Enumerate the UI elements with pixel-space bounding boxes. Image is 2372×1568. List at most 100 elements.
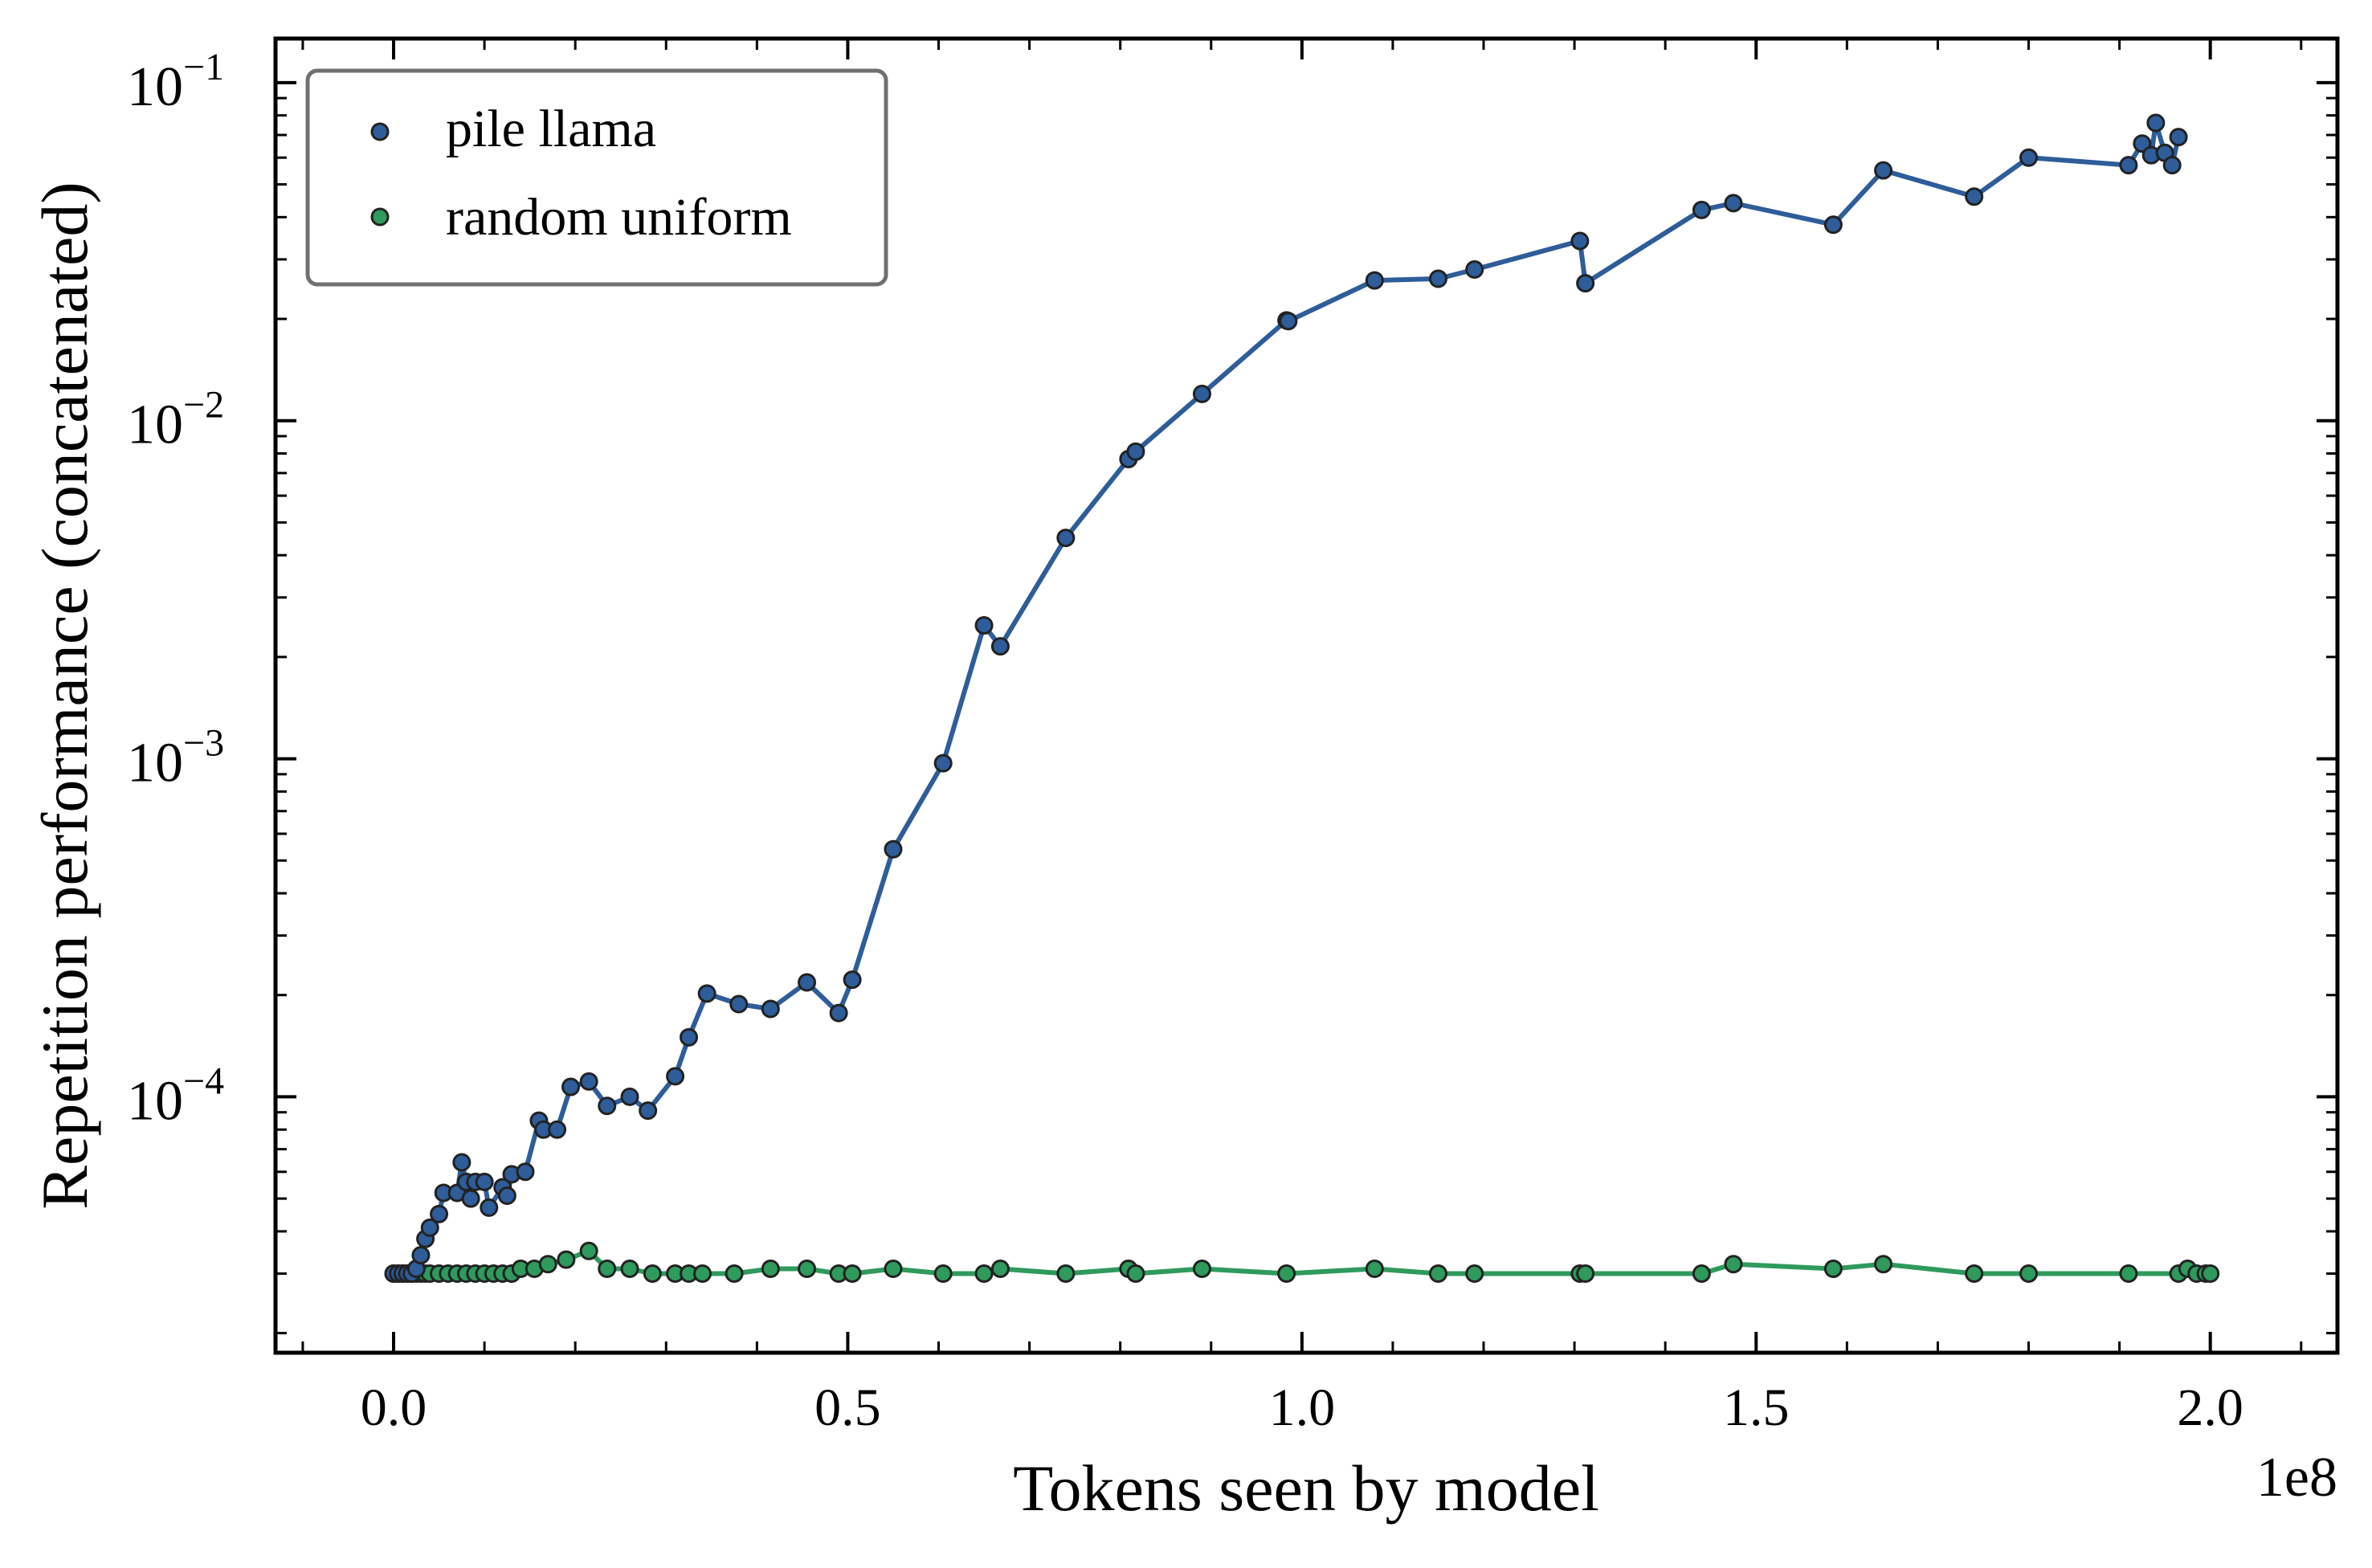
data-point-random-uniform: [990, 1259, 1010, 1278]
data-point-random-uniform: [620, 1259, 639, 1278]
data-point-random-uniform: [598, 1259, 617, 1278]
plot-frame: [273, 36, 2340, 1355]
data-point-pile-llama: [1692, 200, 1711, 219]
data-point-random-uniform: [557, 1250, 576, 1269]
data-point-pile-llama: [2169, 128, 2188, 147]
data-point-random-uniform: [2119, 1264, 2138, 1283]
data-point-random-uniform: [2019, 1264, 2039, 1283]
data-point-pile-llama: [1192, 384, 1211, 403]
y-tick-label-base: 10: [127, 733, 183, 794]
y-tick-label-exponent: −4: [183, 1060, 224, 1102]
data-point-random-uniform: [1465, 1264, 1484, 1283]
data-point-pile-llama: [598, 1096, 617, 1116]
legend: pile llama random uniform: [305, 68, 888, 287]
legend-marker-random-uniform: [370, 207, 390, 227]
y-tick-label-base: 10: [127, 56, 183, 118]
data-point-pile-llama: [2119, 156, 2138, 175]
data-point-random-uniform: [1365, 1259, 1384, 1278]
data-point-random-uniform: [1576, 1264, 1595, 1283]
y-tick-label-exponent: −1: [183, 46, 224, 88]
data-point-pile-llama: [2146, 113, 2166, 133]
data-point-random-uniform: [1965, 1264, 1984, 1283]
x-tick-label: 0.0: [361, 1378, 427, 1437]
data-point-pile-llama: [1965, 187, 1984, 206]
y-tick-label: 10−2: [127, 384, 224, 456]
data-point-pile-llama: [933, 753, 953, 773]
data-point-pile-llama: [990, 637, 1010, 656]
data-point-random-uniform: [1277, 1264, 1296, 1283]
data-point-pile-llama: [1874, 161, 1893, 180]
data-point-pile-llama: [2019, 148, 2039, 167]
data-point-pile-llama: [561, 1077, 581, 1096]
data-point-random-uniform: [843, 1264, 862, 1283]
data-point-pile-llama: [461, 1189, 480, 1208]
x-tick-label: 0.5: [814, 1378, 881, 1437]
data-point-random-uniform: [538, 1255, 557, 1274]
data-point-pile-llama: [798, 973, 817, 992]
data-point-pile-llama: [452, 1153, 472, 1172]
data-point-pile-llama: [761, 999, 780, 1019]
data-point-pile-llama: [1126, 442, 1145, 461]
y-tick-label-exponent: −3: [183, 722, 224, 765]
axis-ticks: 0.0 0.5 1.0 1.5 2.010−110−210−310−4: [127, 39, 2337, 1437]
data-point-random-uniform: [2201, 1264, 2220, 1283]
data-point-pile-llama: [1570, 231, 1590, 251]
data-point-random-uniform: [692, 1264, 712, 1283]
legend-label-random-uniform: random uniform: [446, 188, 792, 247]
data-point-pile-llama: [680, 1027, 699, 1047]
legend-label-pile-llama: pile llama: [446, 100, 656, 158]
x-tick-label: 1.5: [1723, 1378, 1790, 1437]
data-point-random-uniform: [933, 1264, 953, 1283]
series-line-pile-llama: [394, 120, 2182, 1276]
data-point-random-uniform: [884, 1259, 903, 1278]
data-point-pile-llama: [974, 616, 994, 635]
data-point-random-uniform: [1823, 1259, 1843, 1278]
y-tick-label-exponent: −2: [183, 384, 224, 427]
data-point-random-uniform: [1724, 1255, 1743, 1274]
data-point-pile-llama: [497, 1186, 516, 1205]
legend-box: [305, 68, 888, 287]
data-point-random-uniform: [1192, 1259, 1211, 1278]
data-point-pile-llama: [2162, 156, 2182, 175]
data-point-pile-llama: [548, 1120, 567, 1139]
data-point-random-uniform: [1126, 1264, 1145, 1283]
data-point-pile-llama: [420, 1218, 439, 1237]
data-point-pile-llama: [884, 839, 903, 859]
data-point-pile-llama: [1576, 274, 1595, 293]
x-axis-label: Tokens seen by model: [1013, 1452, 1599, 1525]
data-point-pile-llama: [1056, 529, 1076, 548]
data-point-pile-llama: [411, 1246, 431, 1265]
data-point-pile-llama: [475, 1172, 494, 1191]
data-point-pile-llama: [729, 994, 749, 1014]
data-point-pile-llama: [843, 970, 862, 990]
data-point-random-uniform: [761, 1259, 780, 1278]
data-point-pile-llama: [1823, 215, 1843, 235]
data-point-random-uniform: [1692, 1264, 1711, 1283]
legend-marker-pile-llama: [370, 122, 390, 141]
y-tick-label-base: 10: [127, 1070, 183, 1132]
data-point-pile-llama: [829, 1003, 848, 1023]
data-point-random-uniform: [725, 1264, 744, 1283]
data-point-random-uniform: [798, 1259, 817, 1278]
data-point-pile-llama: [579, 1072, 598, 1091]
plot-series: [384, 113, 2220, 1283]
y-axis-label: Repetition performance (concatenated): [28, 182, 101, 1209]
series-line-random-uniform: [394, 1248, 2211, 1276]
data-point-pile-llama: [1428, 269, 1447, 288]
data-point-random-uniform: [1056, 1264, 1076, 1283]
data-point-pile-llama: [1365, 271, 1384, 290]
x-axis-offset-label: 1e8: [2256, 1447, 2337, 1509]
data-point-random-uniform: [974, 1264, 994, 1283]
data-point-pile-llama: [480, 1198, 499, 1217]
x-tick-label: 1.0: [1269, 1378, 1336, 1437]
data-point-pile-llama: [1724, 194, 1743, 213]
data-point-random-uniform: [1428, 1264, 1447, 1283]
data-point-pile-llama: [1279, 312, 1298, 331]
data-point-pile-llama: [516, 1162, 535, 1182]
y-tick-label: 10−3: [127, 722, 224, 794]
data-point-pile-llama: [620, 1087, 639, 1106]
data-point-pile-llama: [430, 1204, 449, 1223]
data-point-pile-llama: [666, 1067, 685, 1086]
